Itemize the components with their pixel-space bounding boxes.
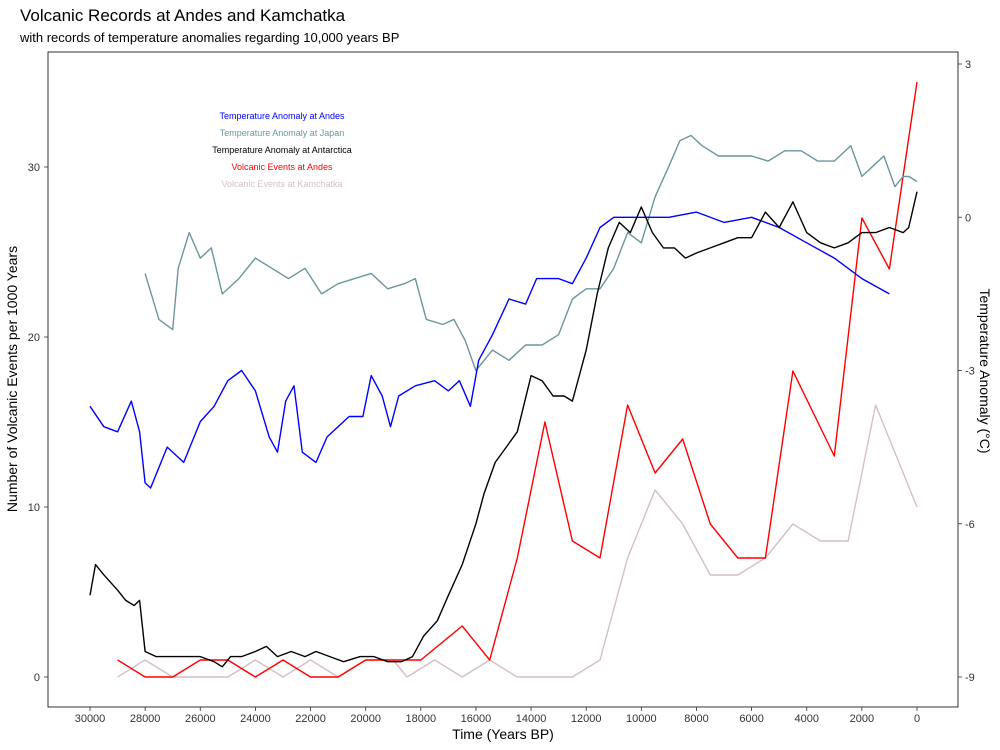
- y-axis-right-label: Temperature Anomaly (°C): [977, 288, 993, 453]
- y-axis-left-label: Number of Volcanic Events per 1000 Years: [4, 246, 20, 512]
- y-left-tick-label: 0: [34, 672, 40, 684]
- x-tick-label: 12000: [571, 713, 602, 725]
- x-tick-label: 30000: [75, 713, 106, 725]
- y-right-tick-label: -3: [965, 366, 975, 378]
- x-tick-label: 6000: [739, 713, 763, 725]
- x-tick-label: 4000: [794, 713, 818, 725]
- y-right-tick-label: -6: [965, 519, 975, 531]
- y-right-tick-label: 0: [965, 212, 971, 224]
- series-line-temperature-anomaly-at-japan: [144, 134, 918, 372]
- x-axis-label: Time (Years BP): [452, 726, 554, 742]
- x-axis: 30000 28000 26000 24000 22000 20000 18000 16000…: [75, 707, 920, 725]
- chart-title: Volcanic Records at Andes and Kamchatka: [20, 6, 346, 25]
- series-line-volcanic-events-at-kamchatka: [117, 404, 918, 678]
- x-tick-label: 0: [914, 713, 920, 725]
- legend-entry: Volcanic Events at Andes: [231, 162, 333, 172]
- legend-entry: Temperature Anomaly at Antarctica: [212, 145, 352, 155]
- y-right-tick-label: 3: [965, 59, 971, 71]
- legend-entry: Temperature Anomaly at Andes: [219, 111, 345, 121]
- y-axis-right: -9 -6 -3 0 3: [958, 59, 975, 684]
- x-tick-label: 2000: [850, 713, 874, 725]
- series-line-temperature-anomaly-at-andes: [89, 211, 890, 489]
- x-tick-label: 26000: [185, 713, 216, 725]
- legend-entry: Volcanic Events at Kamchatka: [221, 179, 342, 189]
- legend-entry: Temperature Anomaly at Japan: [220, 128, 345, 138]
- x-tick-label: 16000: [461, 713, 492, 725]
- x-tick-label: 28000: [130, 713, 161, 725]
- y-axis-left: 0 10 20 30: [28, 162, 48, 684]
- series-line-volcanic-events-at-andes: [117, 81, 918, 678]
- plot-panel: [47, 51, 959, 708]
- x-tick-label: 20000: [350, 713, 381, 725]
- chart-subtitle: with records of temperature anomalies re…: [20, 30, 400, 45]
- y-left-tick-label: 30: [28, 162, 40, 174]
- series-line-temperature-anomaly-at-antarctica: [89, 191, 918, 668]
- x-tick-label: 8000: [684, 713, 708, 725]
- y-right-tick-label: -9: [965, 672, 975, 684]
- y-left-tick-label: 20: [28, 332, 40, 344]
- series-group: [89, 81, 918, 678]
- y-left-tick-label: 10: [28, 502, 40, 514]
- x-tick-label: 10000: [626, 713, 657, 725]
- x-tick-label: 24000: [240, 713, 271, 725]
- legend: Temperature Anomaly at Andes Temperature …: [212, 111, 352, 189]
- x-tick-label: 14000: [516, 713, 547, 725]
- x-tick-label: 22000: [295, 713, 326, 725]
- x-tick-label: 18000: [406, 713, 437, 725]
